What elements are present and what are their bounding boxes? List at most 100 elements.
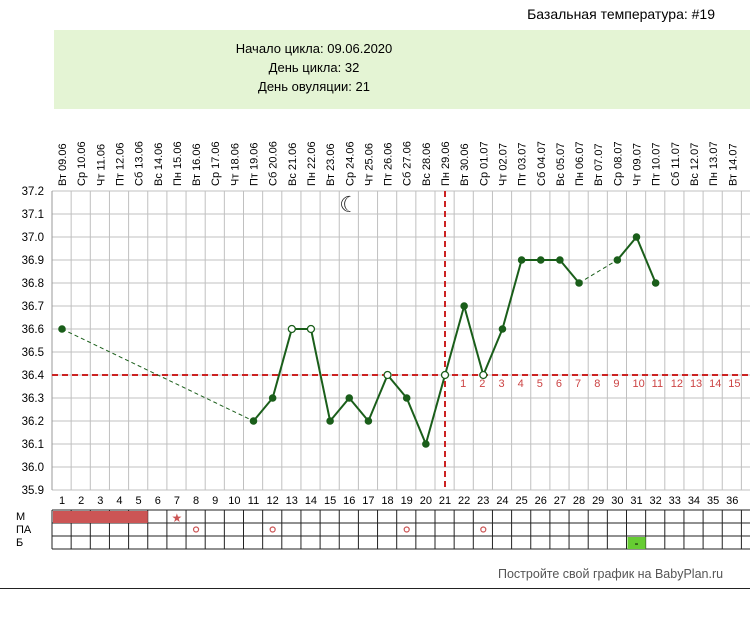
line-segment bbox=[367, 374, 389, 422]
pa-mark bbox=[480, 526, 487, 533]
b-mark-symbol: - bbox=[635, 536, 639, 550]
day-number: 19 bbox=[401, 495, 413, 507]
date-label: Чт 02.07 bbox=[497, 143, 509, 186]
date-label: Вт 14.07 bbox=[727, 143, 739, 186]
y-tick-label: 37.2 bbox=[22, 186, 44, 198]
day-number: 15 bbox=[324, 495, 336, 507]
date-label: Пт 10.07 bbox=[651, 142, 663, 186]
day-number: 5 bbox=[136, 495, 142, 507]
post-ovulation-label: 9 bbox=[613, 378, 619, 390]
date-label: Пт 03.07 bbox=[517, 142, 529, 186]
date-label: Чт 25.06 bbox=[363, 143, 375, 186]
moon-icon: ☾ bbox=[339, 193, 359, 218]
post-ovulation-label: 15 bbox=[728, 378, 740, 390]
line-segment-dashed bbox=[61, 328, 254, 422]
day-number: 20 bbox=[420, 495, 432, 507]
line-segment bbox=[444, 305, 466, 376]
day-number: 4 bbox=[116, 495, 122, 507]
date-label: Ср 24.06 bbox=[344, 141, 356, 186]
day-number: 24 bbox=[496, 495, 508, 507]
data-point-hollow bbox=[306, 324, 316, 334]
footer-link[interactable]: Постройте свой график на BabyPlan.ru bbox=[498, 567, 724, 581]
day-number: 17 bbox=[362, 495, 374, 507]
post-ovulation-label: 11 bbox=[652, 378, 663, 390]
day-number: 34 bbox=[688, 495, 700, 507]
line-segment bbox=[424, 374, 446, 445]
data-point bbox=[575, 279, 583, 287]
day-number: 6 bbox=[155, 495, 161, 507]
post-ovulation-label: 2 bbox=[479, 378, 485, 390]
b-mark-cell bbox=[627, 537, 646, 549]
date-label: Ср 10.06 bbox=[76, 141, 88, 186]
date-label: Пн 15.06 bbox=[172, 141, 184, 186]
data-point-hollow bbox=[287, 324, 296, 334]
day-number: 29 bbox=[592, 495, 604, 507]
date-label: Сб 11.07 bbox=[670, 142, 682, 186]
line-segment bbox=[635, 236, 657, 284]
pa-mark bbox=[269, 526, 276, 533]
y-tick-label: 36.0 bbox=[22, 462, 44, 474]
post-ovulation-label: 6 bbox=[556, 378, 562, 390]
day-number: 7 bbox=[174, 495, 180, 507]
line-segment bbox=[559, 259, 580, 284]
bbt-chart: 37.2 37.1 37.0 36.9 36.8 36.7 36.6 36.5 36.4 36.3… bbox=[16, 141, 750, 550]
post-ovulation-label: 13 bbox=[690, 378, 702, 390]
y-tick-label: 36.9 bbox=[22, 255, 44, 267]
cycle-day: День цикла: 32 bbox=[268, 60, 360, 75]
date-label: Сб 27.06 bbox=[402, 141, 414, 186]
line-segment bbox=[482, 328, 504, 376]
data-point bbox=[326, 417, 334, 425]
date-label: Вс 12.07 bbox=[689, 143, 701, 186]
y-tick-label: 35.9 bbox=[22, 485, 44, 497]
menstruation-bar bbox=[53, 511, 148, 523]
data-point bbox=[58, 325, 66, 333]
day-number: 2 bbox=[78, 495, 84, 507]
date-label: Вт 07.07 bbox=[593, 143, 605, 186]
y-tick-label: 36.6 bbox=[22, 324, 44, 336]
y-tick-label: 37.1 bbox=[22, 209, 44, 221]
post-ovulation-label: 12 bbox=[671, 378, 683, 390]
line-segment bbox=[309, 328, 332, 422]
date-label: Пт 26.06 bbox=[383, 142, 395, 186]
day-number: 35 bbox=[707, 495, 719, 507]
day-number: 12 bbox=[267, 495, 279, 507]
post-ovulation-label: 8 bbox=[594, 378, 600, 390]
pa-mark bbox=[192, 526, 200, 533]
day-number: 13 bbox=[286, 495, 298, 507]
date-label: Сб 13.06 bbox=[134, 141, 146, 186]
day-number: 8 bbox=[193, 495, 199, 507]
data-point bbox=[345, 394, 354, 402]
y-tick-label: 36.3 bbox=[22, 393, 44, 405]
data-point bbox=[498, 325, 507, 333]
data-point bbox=[651, 279, 660, 287]
line-segment bbox=[501, 259, 523, 330]
line-segment bbox=[405, 397, 427, 445]
y-tick-label: 36.5 bbox=[22, 347, 44, 359]
day-number: 11 bbox=[248, 495, 259, 507]
data-point bbox=[249, 417, 258, 425]
chart-title: Базальная температура: #19 bbox=[527, 6, 715, 22]
date-label: Чт 18.06 bbox=[229, 143, 241, 186]
date-label: Пн 13.07 bbox=[708, 141, 720, 186]
line-segment bbox=[271, 328, 293, 399]
cycle-info-panel: Начало цикла: 09.06.2020 День цикла: 32 … bbox=[54, 30, 750, 109]
day-number: 36 bbox=[726, 495, 738, 507]
date-label: Пт 12.06 bbox=[114, 142, 126, 186]
day-number: 3 bbox=[97, 495, 103, 507]
date-label: Пн 22.06 bbox=[306, 141, 318, 186]
post-ovulation-label: 1 bbox=[460, 378, 466, 390]
date-label: Вт 09.06 bbox=[57, 143, 69, 186]
date-label: Вс 14.06 bbox=[153, 143, 165, 186]
data-point bbox=[613, 256, 622, 264]
data-point bbox=[402, 394, 411, 402]
date-label: Чт 09.07 bbox=[632, 143, 644, 186]
row-label: ПА bbox=[16, 524, 32, 536]
line-segment bbox=[348, 397, 370, 422]
date-label: Пн 29.06 bbox=[440, 141, 452, 186]
date-label: Вс 05.07 bbox=[555, 143, 567, 186]
star-icon: ★ bbox=[172, 511, 183, 525]
pa-mark bbox=[403, 526, 410, 533]
date-label: Сб 04.07 bbox=[536, 141, 548, 186]
date-label: Чт 11.06 bbox=[95, 144, 107, 186]
ovulation-day: День овуляции: 21 bbox=[258, 79, 370, 94]
